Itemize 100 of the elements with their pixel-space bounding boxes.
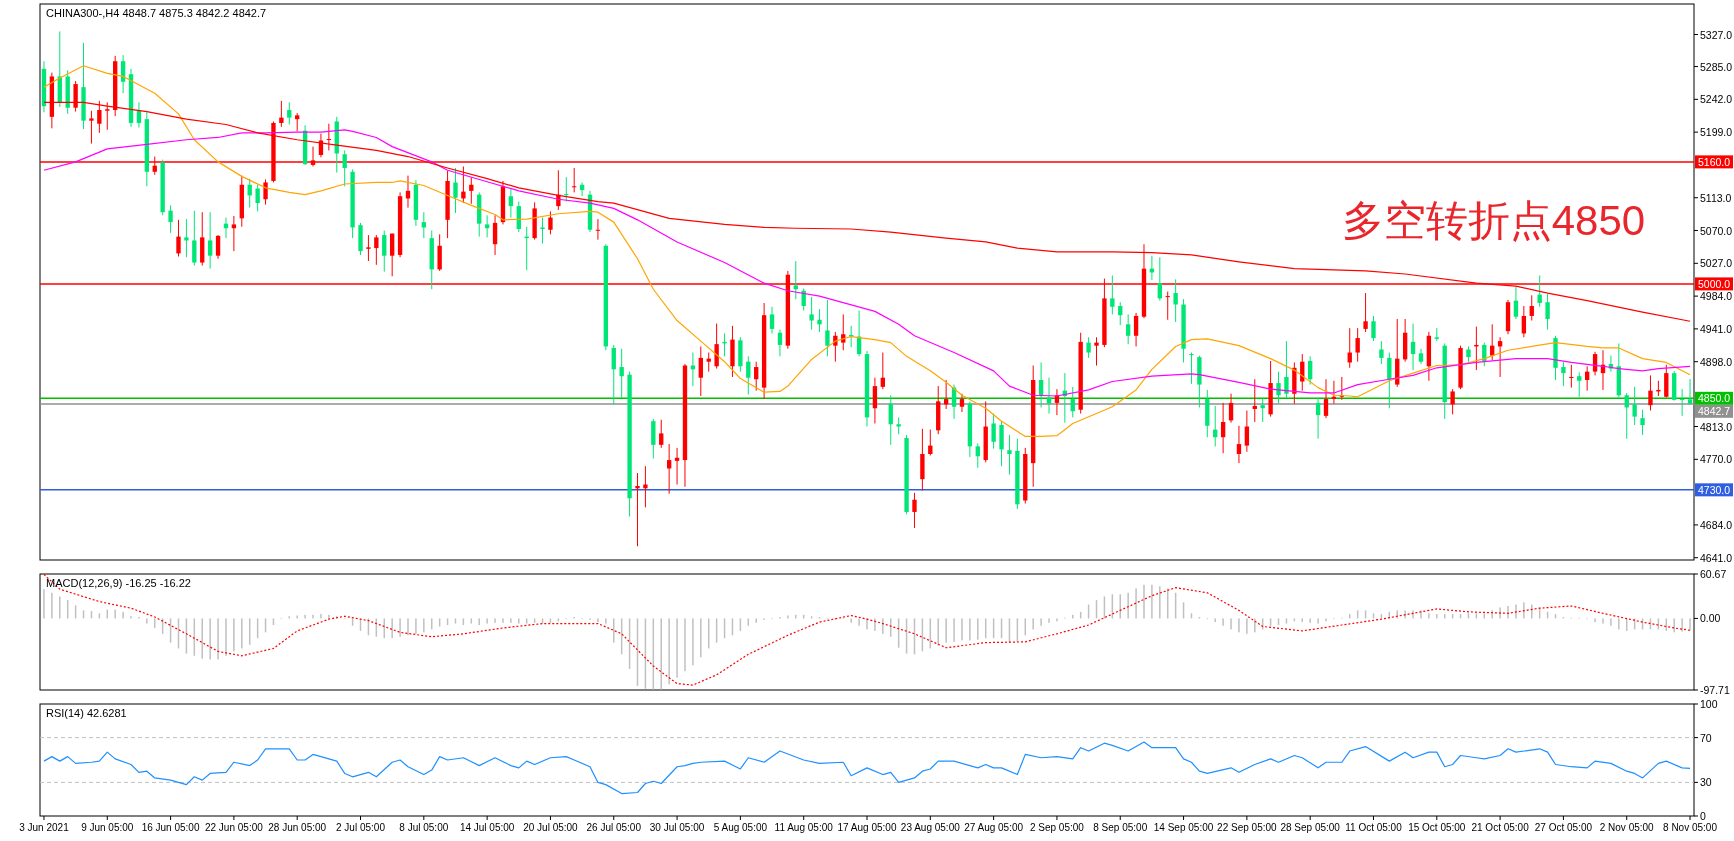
ref-line-label: 4850.0 [1698,392,1731,405]
x-tick-label: 9 Jun 05:00 [81,822,134,833]
x-tick-label: 20 Jul 05:00 [523,822,579,833]
candlestick [461,165,466,204]
x-tick-label: 23 Aug 05:00 [900,822,961,833]
candlestick [453,167,458,214]
candlestick [959,393,965,413]
x-tick-label: 27 Aug 05:00 [964,822,1024,833]
candlestick [382,230,387,273]
candlestick [326,123,332,151]
candlestick [192,210,197,267]
candlestick [1379,340,1384,365]
y-tick-label: 0.00 [1700,612,1721,625]
candlestick [287,101,292,125]
chart-title: RSI(14) 42.6281 [46,707,127,719]
candlestick [1086,336,1091,359]
candlestick [1094,336,1099,367]
candlestick [1640,409,1645,436]
y-tick-label: 30 [1700,776,1712,789]
candlestick [1173,278,1178,323]
chart-title: MACD(12,26,9) -16.25 -16.22 [46,577,191,589]
candlestick [872,377,878,424]
candlestick [1664,364,1669,399]
y-tick-label: 4898.0 [1700,355,1733,368]
candlestick [437,233,442,272]
candlestick [754,361,759,392]
candlestick [1410,323,1416,371]
candlestick [1220,402,1226,454]
y-tick-label: 5285.0 [1700,60,1733,73]
candlestick [1577,371,1582,398]
candlestick [1189,352,1194,385]
candlestick [1110,275,1115,315]
x-tick-label: 14 Sep 05:00 [1153,822,1214,833]
candlestick [215,234,221,260]
x-tick-label: 17 Aug 05:00 [837,822,897,833]
candlestick [255,184,260,212]
x-tick-label: 8 Nov 05:00 [1663,822,1718,833]
y-tick-label: 4813.0 [1700,420,1733,433]
candlestick [595,218,601,241]
candlestick [1679,388,1685,417]
candlestick [508,188,514,219]
candlestick [1355,327,1360,363]
candlestick [769,306,775,334]
candlestick [548,210,553,235]
candlestick [619,348,624,399]
candlestick [89,110,94,145]
candlestick [1315,397,1321,440]
candlestick [651,418,656,460]
candlestick [1561,361,1566,387]
x-tick-label: 27 Oct 05:00 [1534,822,1593,833]
candlestick [342,149,347,187]
y-tick-label: 100 [1700,698,1718,710]
x-tick-label: 26 Jul 05:00 [586,822,642,833]
candlestick [1569,364,1574,389]
y-tick-label: 70 [1700,731,1712,744]
candlestick [833,331,838,363]
x-tick-label: 16 Jun 05:00 [141,822,200,833]
candlestick [1284,340,1289,399]
candlestick [1308,355,1313,386]
candlestick [643,465,648,508]
x-tick-label: 14 Jul 05:00 [459,822,515,833]
annotation: 多空转折点4850 [1341,196,1646,244]
x-tick-label: 2 Nov 05:00 [1599,822,1655,833]
ref-line-label: 4842.7 [1698,405,1731,418]
x-tick-label: 2 Jul 05:00 [336,822,386,833]
x-tick-label: 28 Sep 05:00 [1280,822,1341,833]
candlestick [746,355,751,395]
candlestick [1371,315,1376,342]
candlestick [1165,291,1170,321]
candlestick [1276,371,1281,405]
candlestick [366,234,371,262]
y-tick-label: 4641.0 [1700,551,1733,564]
x-tick-label: 21 Oct 05:00 [1471,822,1530,833]
y-tick-label: 5027.0 [1700,257,1733,270]
x-tick-label: 28 Jun 05:00 [268,822,327,833]
candlestick [279,100,284,128]
candlestick [880,352,885,390]
candlestick [168,204,173,234]
candlestick [1529,294,1534,322]
candlestick [1323,378,1329,419]
candlestick [912,492,917,529]
ref-line-label: 4730.0 [1698,483,1731,496]
candlestick [1157,256,1162,302]
y-tick-label: -97.71 [1700,684,1730,696]
line-series [43,741,1691,795]
candlestick [1118,301,1123,326]
candlestick [1252,378,1257,423]
candlestick [1624,392,1629,440]
candlestick [825,299,830,357]
candlestick [1070,386,1075,418]
y-tick-label: 4684.0 [1700,518,1733,531]
x-tick-label: 22 Jun 05:00 [204,822,264,833]
candlestick [809,296,814,331]
x-tick-label: 8 Sep 05:00 [1093,822,1148,833]
y-tick-label: 5113.0 [1700,191,1732,204]
candlestick [492,214,498,256]
x-tick-label: 22 Sep 05:00 [1217,822,1278,833]
line-series [43,573,1691,686]
candlestick [659,419,664,449]
candlestick [611,344,616,405]
